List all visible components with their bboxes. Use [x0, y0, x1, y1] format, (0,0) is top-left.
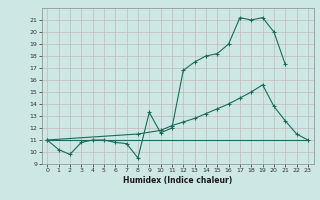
X-axis label: Humidex (Indice chaleur): Humidex (Indice chaleur) [123, 176, 232, 185]
